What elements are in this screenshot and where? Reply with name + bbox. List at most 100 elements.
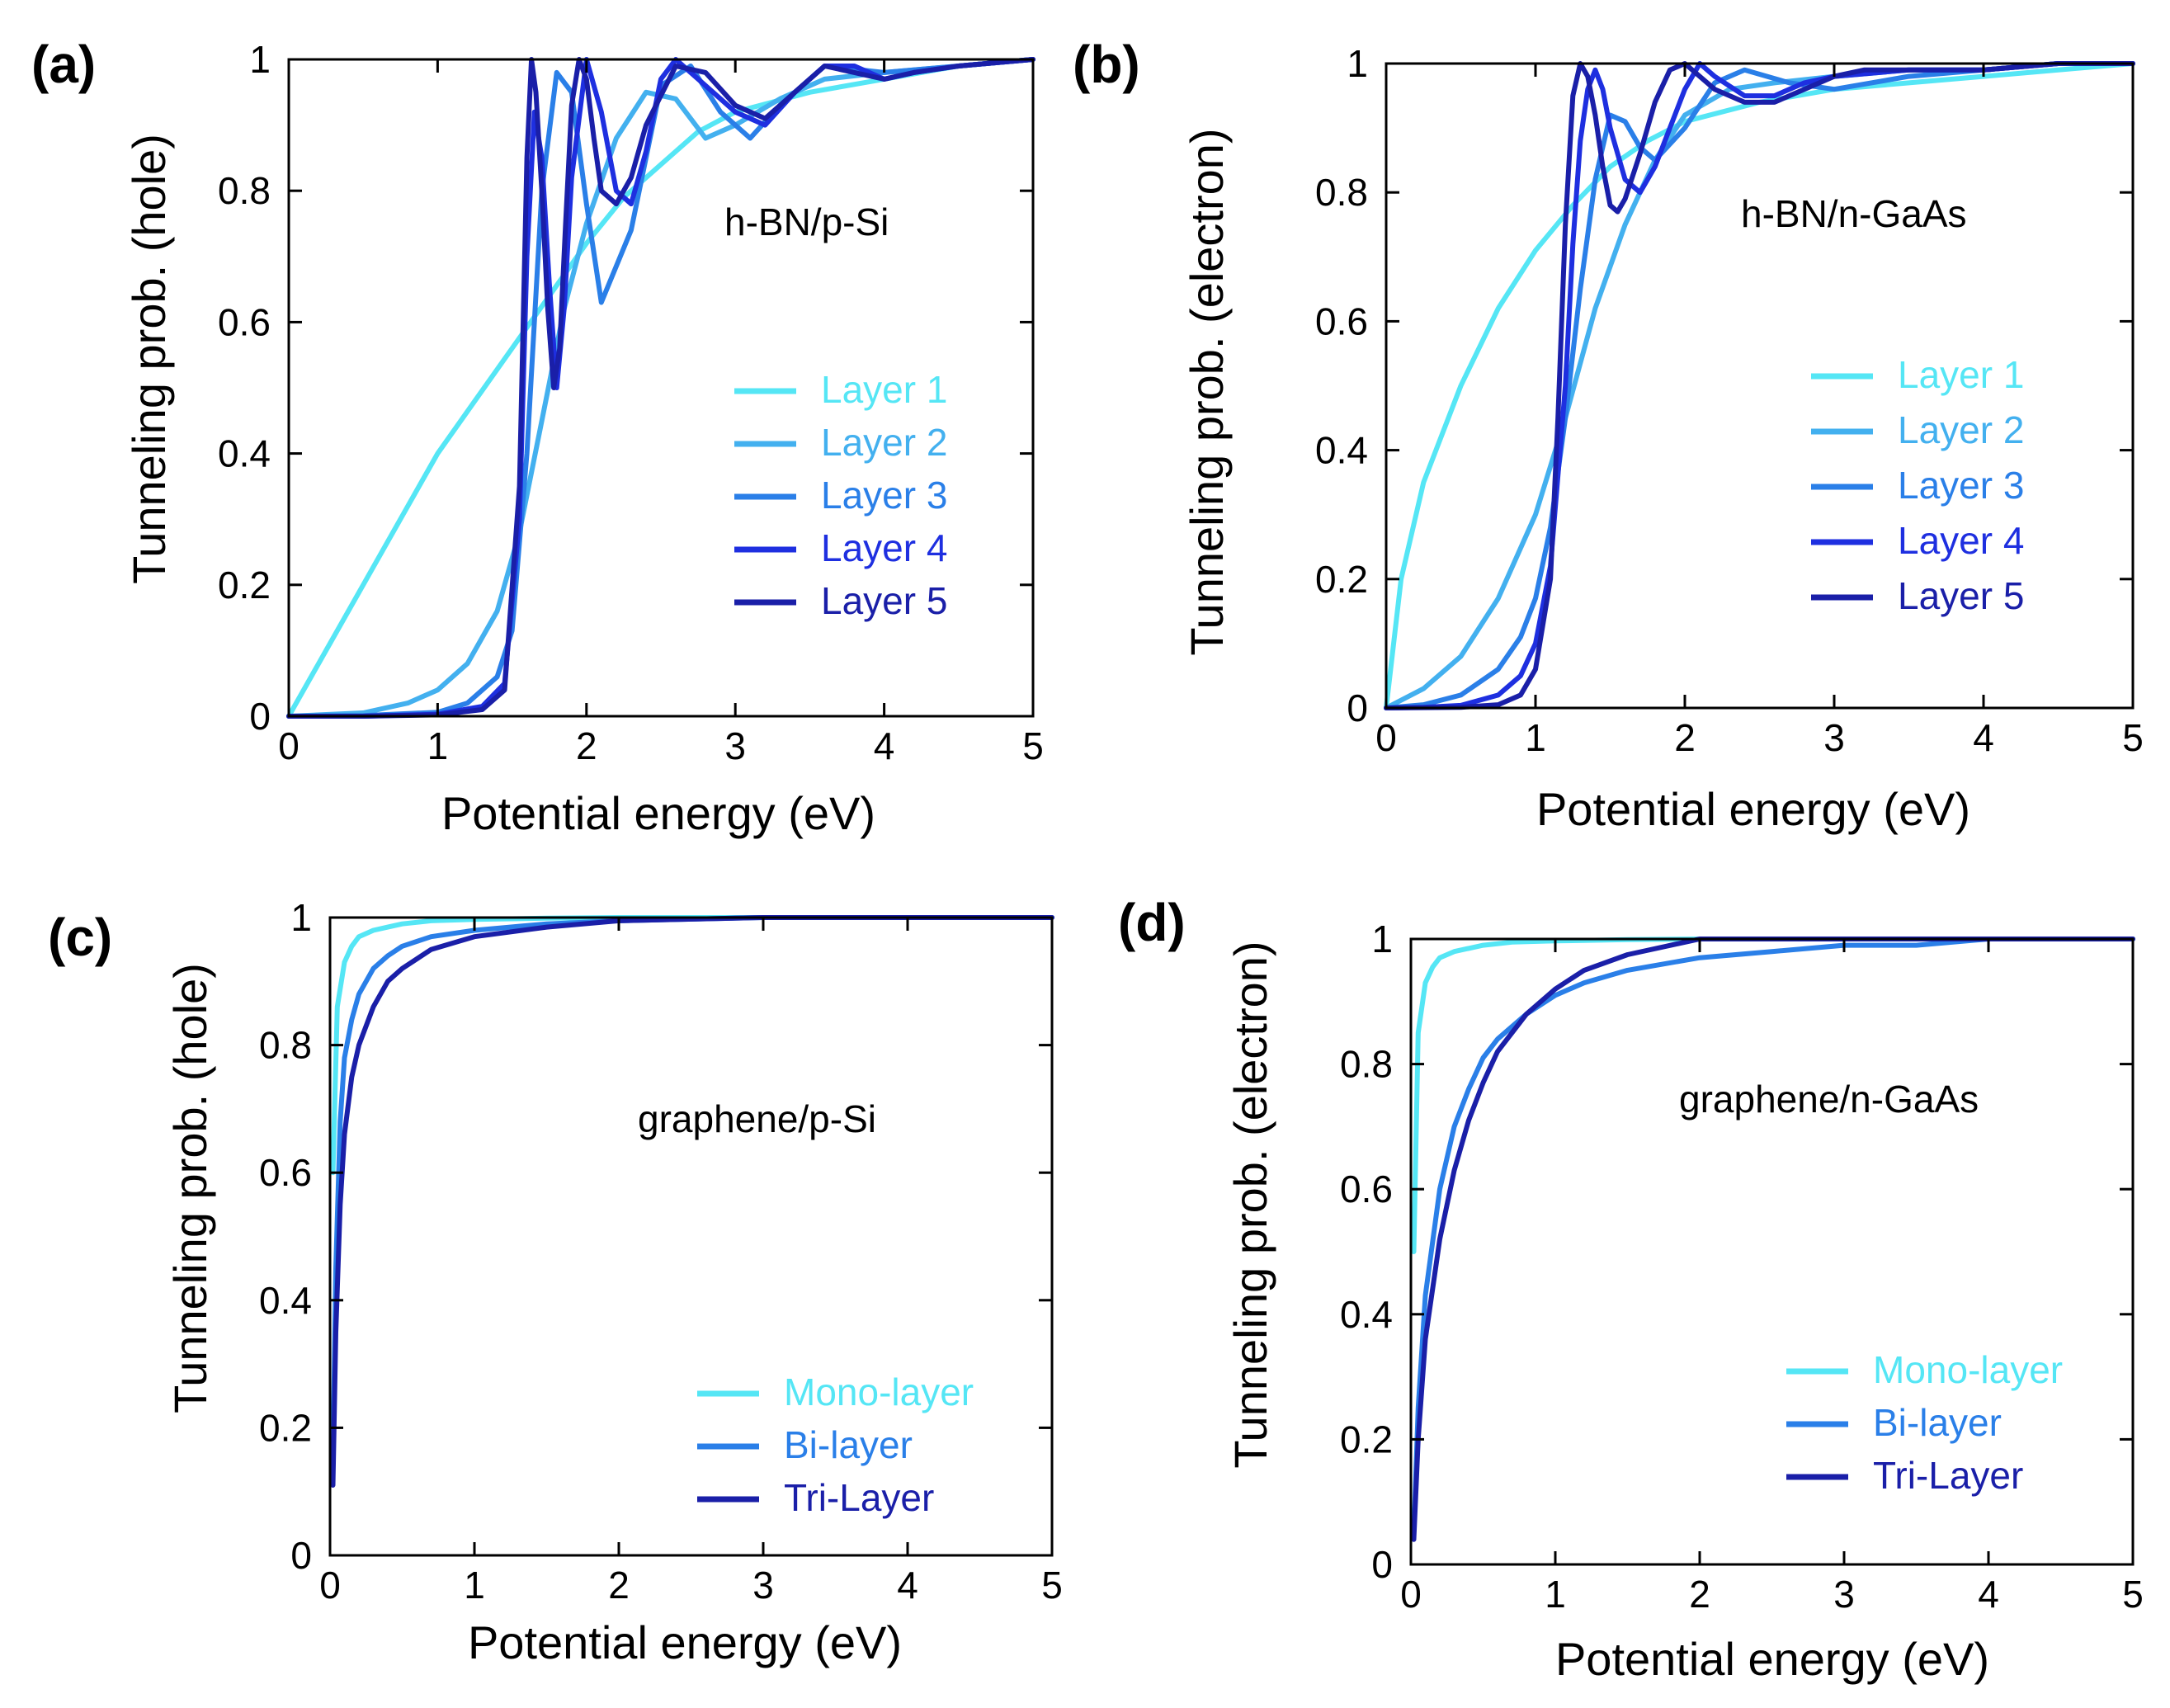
panel-a-xtick-label-1: 1 [427, 724, 449, 767]
panel-b-ytick-label-1: 0.2 [1315, 558, 1368, 601]
panel-c-xtick-label-1: 1 [464, 1564, 485, 1607]
panel-d-ylabel: Tunneling prob. (electron) [1224, 941, 1276, 1468]
panel-c-xtick-label-5: 5 [1041, 1564, 1063, 1607]
panel-b-label: (b) [1073, 35, 1140, 94]
panel-a-legend-label-1: Layer 1 [821, 368, 947, 411]
panel-a-label: (a) [31, 35, 96, 94]
panel-a-xtick-label-0: 0 [278, 724, 300, 767]
panel-c-ytick-label-4: 0.8 [259, 1024, 312, 1067]
panel-a-xlabel: Potential energy (eV) [441, 787, 875, 839]
panel-c-label: (c) [48, 908, 112, 967]
panel-b-plot: 0 1 2 3 4 5 0 0.2 0.4 0.6 0.8 1 Layer 1 Layer 2 Layer … [1315, 42, 2144, 759]
panel-a-ytick-label-3: 0.6 [218, 300, 271, 343]
panel-a: (a) Tunneling prob. (hole) Potential ene… [31, 35, 1044, 839]
panel-b-legend-label-5: Layer 5 [1898, 574, 2024, 617]
panel-a-ylabel: Tunneling prob. (hole) [123, 134, 175, 584]
panel-b-xtick-label-5: 5 [2122, 716, 2144, 759]
panel-a-legend-label-5: Layer 5 [821, 579, 947, 622]
panel-d-plot: 0 1 2 3 4 5 0 0.2 0.4 0.6 0.8 1 Mono-layer Bi-layer Tr… [1340, 918, 2144, 1616]
panel-d-ytick-label-1: 0.2 [1340, 1418, 1393, 1460]
panel-d-label: (d) [1118, 893, 1186, 952]
panel-b-ytick-label-4: 0.8 [1315, 171, 1368, 214]
panel-c-annotation: graphene/p-Si [638, 1097, 876, 1140]
panel-a-ytick-label-4: 0.8 [218, 169, 271, 212]
panel-d-xtick-label-0: 0 [1400, 1573, 1422, 1616]
panel-a-annotation: h-BN/p-Si [724, 201, 889, 243]
panel-b-legend-label-1: Layer 1 [1898, 353, 2024, 396]
panel-b-series-4 [1384, 61, 2135, 710]
panel-d-xlabel: Potential energy (eV) [1555, 1633, 1989, 1685]
panel-a-frame [287, 58, 1035, 718]
panel-c-legend-label-2: Bi-layer [784, 1423, 913, 1466]
panel-d-series-2 [1411, 937, 2135, 1536]
panel-d-ytick-label-5: 1 [1371, 918, 1393, 960]
panel-d-xtick-label-3: 3 [1833, 1573, 1855, 1616]
panel-c-xtick-label-0: 0 [319, 1564, 341, 1607]
panel-a-legend-label-2: Layer 2 [821, 421, 947, 464]
panel-c-ylabel: Tunneling prob. (hole) [164, 963, 216, 1413]
panel-d-ytick-label-2: 0.4 [1340, 1293, 1393, 1336]
panel-b-xtick-label-2: 2 [1674, 716, 1696, 759]
panel-b-xtick-label-3: 3 [1823, 716, 1845, 759]
panel-a-plot: 0 1 2 3 4 5 0 0.2 0.4 0.6 0.8 1 Layer 1 Layer 2 Layer … [218, 38, 1044, 767]
panel-b-legend-label-4: Layer 4 [1898, 519, 2024, 562]
panel-c-ytick-label-2: 0.4 [259, 1279, 312, 1322]
panel-c-legend-label-3: Tri-Layer [784, 1476, 934, 1519]
panel-d: (d) Tunneling prob. (electron) Potential… [1118, 893, 2144, 1685]
panel-b-ylabel: Tunneling prob. (electron) [1181, 128, 1233, 655]
panel-a-xtick-label-2: 2 [576, 724, 597, 767]
panel-b-legend-label-3: Layer 3 [1898, 464, 2024, 507]
panel-d-xtick-label-4: 4 [1978, 1573, 1999, 1616]
panel-b-ytick-label-0: 0 [1347, 687, 1368, 729]
panel-c-xtick-label-4: 4 [897, 1564, 918, 1607]
panel-b-series-3 [1384, 61, 2135, 710]
panel-b-ytick-label-3: 0.6 [1315, 300, 1368, 342]
panel-b: (b) Tunneling prob. (electron) Potential… [1073, 35, 2144, 835]
panel-a-xtick-label-3: 3 [724, 724, 746, 767]
panel-a-ytick-label-2: 0.4 [218, 432, 271, 475]
panel-b-ytick-label-5: 1 [1347, 42, 1368, 85]
panel-a-legend-label-4: Layer 4 [821, 526, 947, 569]
panel-c-xtick-label-2: 2 [608, 1564, 630, 1607]
panel-d-xtick-label-2: 2 [1689, 1573, 1710, 1616]
panel-c-ytick-label-5: 1 [290, 896, 312, 939]
panel-a-ytick-label-1: 0.2 [218, 564, 271, 606]
panel-c-series-3 [330, 915, 1054, 1488]
panel-c: (c) Tunneling prob. (hole) Potential ene… [48, 896, 1063, 1668]
panel-b-series-1 [1384, 61, 2135, 710]
panel-d-legend-label-2: Bi-layer [1873, 1401, 2002, 1444]
panel-a-series-1 [286, 57, 1035, 719]
panel-a-ytick-label-5: 1 [249, 38, 271, 81]
panel-d-ytick-label-0: 0 [1371, 1543, 1393, 1586]
panel-b-xtick-label-0: 0 [1375, 716, 1397, 759]
panel-b-xlabel: Potential energy (eV) [1536, 783, 1970, 835]
panel-d-legend-label-1: Mono-layer [1873, 1348, 2063, 1391]
panel-b-xtick-label-4: 4 [1973, 716, 1994, 759]
panel-d-legend-label-3: Tri-Layer [1873, 1454, 2023, 1497]
panel-a-ytick-label-0: 0 [249, 695, 271, 738]
panel-c-plot: 0 1 2 3 4 5 0 0.2 0.4 0.6 0.8 1 Mono-layer Bi-layer Tr… [259, 896, 1063, 1607]
panel-d-annotation: graphene/n-GaAs [1679, 1078, 1979, 1121]
panel-a-xtick-label-4: 4 [874, 724, 895, 767]
panel-d-frame [1409, 937, 2135, 1566]
panel-c-frame [328, 916, 1054, 1557]
panel-b-legend-label-2: Layer 2 [1898, 408, 2024, 451]
panel-a-series-5 [286, 57, 1035, 719]
panel-c-xtick-label-3: 3 [752, 1564, 774, 1607]
panel-d-xtick-label-1: 1 [1545, 1573, 1566, 1616]
panel-b-ytick-label-2: 0.4 [1315, 429, 1368, 472]
panel-c-xlabel: Potential energy (eV) [468, 1616, 902, 1668]
panel-c-ytick-label-0: 0 [290, 1534, 312, 1577]
panel-b-frame [1385, 62, 2135, 710]
panel-d-series-3 [1411, 937, 2135, 1542]
panel-d-ytick-label-4: 0.8 [1340, 1043, 1393, 1086]
panel-b-annotation: h-BN/n-GaAs [1741, 192, 1967, 235]
panel-b-xtick-label-1: 1 [1525, 716, 1546, 759]
panel-c-ytick-label-1: 0.2 [259, 1406, 312, 1449]
panel-a-xtick-label-5: 5 [1022, 724, 1044, 767]
panel-c-ytick-label-3: 0.6 [259, 1151, 312, 1194]
panel-a-legend-label-3: Layer 3 [821, 474, 947, 517]
panel-d-xtick-label-5: 5 [2122, 1573, 2144, 1616]
panel-c-legend-label-1: Mono-layer [784, 1371, 974, 1413]
